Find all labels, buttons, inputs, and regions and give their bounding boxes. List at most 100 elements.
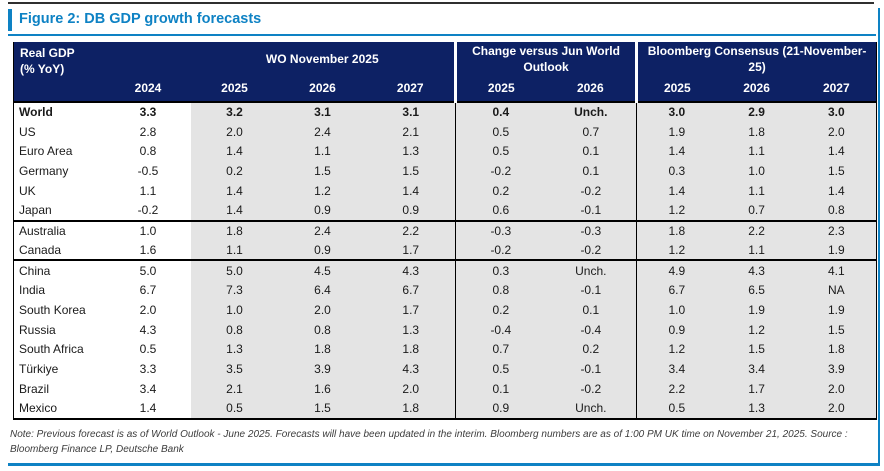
value-cell: 4.5 xyxy=(278,260,367,281)
value-cell: -0.2 xyxy=(545,379,637,399)
year-header-change-2025: 2025 xyxy=(454,78,546,103)
value-cell: 1.2 xyxy=(278,181,367,201)
value-cell: 4.1 xyxy=(796,260,877,281)
value-cell: 2.9 xyxy=(716,102,797,122)
value-cell: 2.2 xyxy=(716,220,797,241)
value-cell: 5.0 xyxy=(190,260,279,281)
value-cell: 1.3 xyxy=(366,319,456,340)
value-cell: 6.7 xyxy=(366,280,456,300)
value-cell: 0.6 xyxy=(455,200,546,222)
value-cell: 1.2 xyxy=(636,339,717,360)
value-cell: 2.3 xyxy=(796,220,877,241)
country-label: South Korea xyxy=(19,302,86,317)
value-cell: 0.1 xyxy=(545,299,637,320)
value-cell: 0.8 xyxy=(796,200,877,222)
title-accent-bar xyxy=(8,9,12,31)
section-header-wo: WO November 2025 xyxy=(190,42,456,78)
table-row: India 6.7 7.3 6.4 6.7 0.8 -0.1 6.7 6.5 NA xyxy=(14,280,877,300)
value-cell: 0.5 xyxy=(455,359,546,380)
value-cell: 1.1 xyxy=(139,184,157,199)
value-cell: 1.5 xyxy=(278,398,367,419)
table-row: UK 1.1 1.4 1.2 1.4 0.2 -0.2 1.4 1.1 1.4 xyxy=(14,181,877,201)
value-cell: 1.3 xyxy=(716,398,797,419)
value-cell: 2.0 xyxy=(190,121,279,142)
value-cell: -0.2 xyxy=(455,240,546,262)
value-cell: 2.0 xyxy=(366,379,456,399)
value-cell: 1.0 xyxy=(139,224,157,239)
value-cell: 1.5 xyxy=(796,161,877,182)
figure-frame-right xyxy=(878,8,880,466)
value-cell: 0.7 xyxy=(716,200,797,222)
year-header-2024: 2024 xyxy=(105,78,191,103)
year-header-change-2026: 2026 xyxy=(545,78,637,103)
value-cell: 1.9 xyxy=(636,121,717,142)
value-cell: 1.6 xyxy=(278,379,367,399)
value-cell: 1.4 xyxy=(190,141,279,162)
value-cell: 0.5 xyxy=(139,342,157,357)
value-cell: 0.8 xyxy=(455,280,546,300)
value-cell: 3.5 xyxy=(190,359,279,380)
value-cell: 0.2 xyxy=(455,299,546,320)
value-cell: 2.2 xyxy=(636,379,717,399)
country-label: Japan xyxy=(13,200,106,222)
year-header-wo-2025: 2025 xyxy=(190,78,279,103)
value-cell: 0.5 xyxy=(190,398,279,419)
year-header-wo-2026: 2026 xyxy=(278,78,367,103)
value-cell: 1.9 xyxy=(796,299,877,320)
value-cell: -0.2 xyxy=(455,161,546,182)
title-underline xyxy=(8,34,876,36)
table-row: Mexico 1.4 0.5 1.5 1.8 0.9 Unch. 0.5 1.3 2.0 xyxy=(14,398,877,419)
value-cell: -0.3 xyxy=(545,220,637,241)
value-cell: 1.4 xyxy=(796,141,877,162)
value-cell: 3.4 xyxy=(716,359,797,380)
value-cell: -0.2 xyxy=(545,240,637,262)
country-label: Mexico xyxy=(19,401,58,416)
value-cell: 1.6 xyxy=(105,240,191,262)
value-cell: 1.8 xyxy=(366,398,456,419)
value-cell: 1.3 xyxy=(190,339,279,360)
value-cell: NA xyxy=(796,280,877,300)
value-cell: 2.4 xyxy=(278,220,367,241)
value-cell: 6.4 xyxy=(278,280,367,300)
value-cell: Unch. xyxy=(545,102,637,122)
value-cell: 1.9 xyxy=(716,299,797,320)
value-cell: 1.4 xyxy=(190,200,279,222)
value-cell: 0.1 xyxy=(455,379,546,399)
value-cell: Unch. xyxy=(545,260,637,281)
value-cell: 1.4 xyxy=(366,181,456,201)
value-cell: 4.3 xyxy=(366,359,456,380)
source-note: Note: Previous forecast is as of World O… xyxy=(10,429,848,455)
value-cell: 2.2 xyxy=(366,220,456,241)
figure-title: Figure 2: DB GDP growth forecasts xyxy=(19,11,262,28)
table-row: South Africa 0.5 1.3 1.8 1.8 0.7 0.2 1.2 1.5 1.8 xyxy=(14,339,877,360)
value-cell: 3.4 xyxy=(139,382,157,397)
country-label: South Africa xyxy=(19,342,84,357)
year-header-wo-2027: 2027 xyxy=(366,78,456,103)
value-cell: 1.0 xyxy=(716,161,797,182)
value-cell: -0.4 xyxy=(545,319,637,340)
country-label: US xyxy=(19,124,36,139)
country-label: Türkiye xyxy=(19,362,59,377)
table-row: Japan -0.2 1.4 0.9 0.9 0.6 -0.1 1.2 0.7 0.8 xyxy=(13,200,877,222)
value-cell: 0.3 xyxy=(636,161,717,182)
value-cell: 2.0 xyxy=(278,299,367,320)
value-cell: 1.8 xyxy=(366,339,456,360)
value-cell: 1.8 xyxy=(190,220,279,241)
value-cell: -0.1 xyxy=(545,359,637,380)
year-header-bb-2027: 2027 xyxy=(796,78,877,103)
value-cell: -0.2 xyxy=(545,181,637,201)
value-cell: 1.9 xyxy=(796,240,877,262)
value-cell: 1.4 xyxy=(636,141,717,162)
value-cell: 1.8 xyxy=(636,220,717,241)
table-body: World 3.3 3.2 3.1 3.1 0.4 Unch. 3.0 2.9 3.0 US 2.8 2… xyxy=(13,102,877,419)
country-label: UK xyxy=(19,184,36,199)
value-cell: Unch. xyxy=(545,398,637,419)
country-label: World xyxy=(19,105,53,120)
value-cell: 0.5 xyxy=(455,121,546,142)
year-header-bb-2026: 2026 xyxy=(716,78,797,103)
value-cell: 1.1 xyxy=(278,141,367,162)
value-cell: 4.3 xyxy=(139,322,157,337)
value-cell: 0.7 xyxy=(455,339,546,360)
value-cell: 1.2 xyxy=(636,200,717,222)
